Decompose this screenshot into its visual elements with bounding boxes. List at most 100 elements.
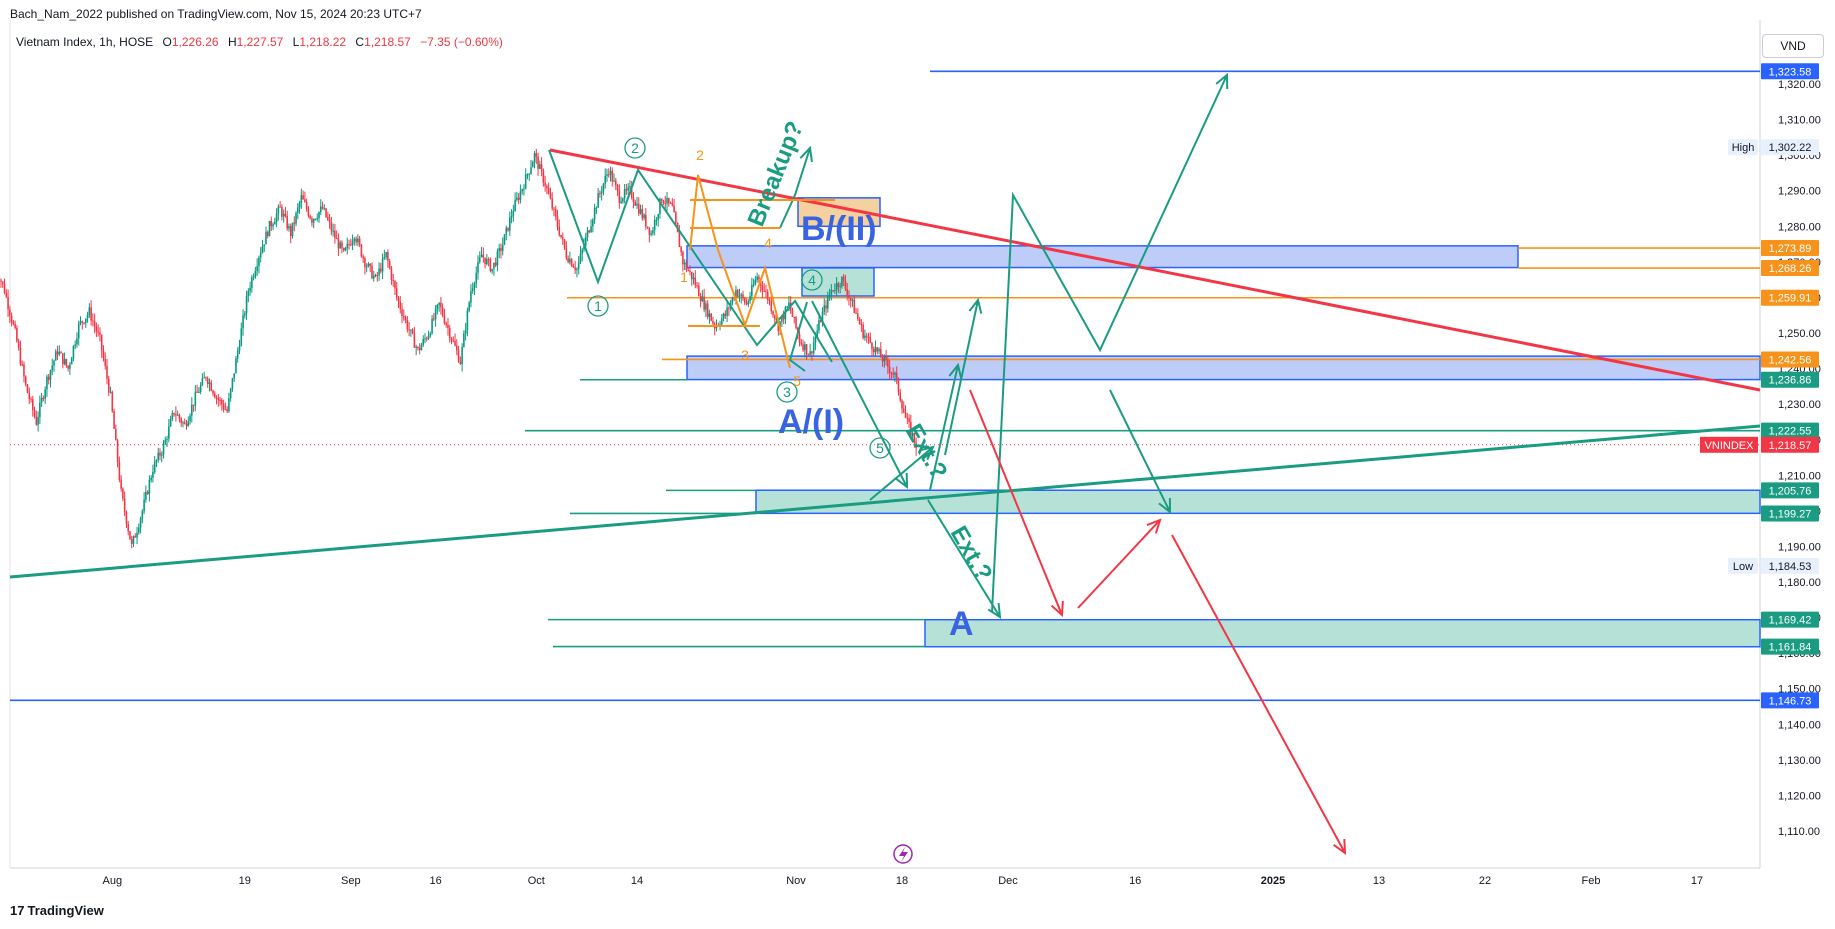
candle-body [0, 280, 2, 282]
candle-body [159, 452, 161, 456]
candle-body [7, 296, 9, 310]
y-tick-label: 1,110.00 [1778, 826, 1820, 838]
candle-body [834, 290, 836, 292]
candle-body [816, 330, 818, 337]
candle-body [194, 391, 197, 406]
candle-body [648, 227, 651, 235]
candle-body [115, 428, 117, 441]
currency-selector[interactable]: VND [1762, 34, 1824, 58]
tradingview-logo[interactable]: 17 TradingView [10, 903, 104, 918]
candle-body [668, 197, 670, 203]
candle-body [275, 213, 278, 222]
candle-body [141, 510, 144, 519]
close-value: 1,218.57 [364, 35, 411, 49]
x-tick-label: Aug [103, 875, 123, 887]
candle-body [738, 295, 741, 297]
candle-body [456, 345, 458, 351]
axis-label-bg [1761, 289, 1819, 306]
candle-body [289, 226, 292, 237]
candle-body [887, 359, 889, 367]
candle-body [314, 219, 317, 221]
candle-body [180, 418, 182, 423]
candle-body [623, 189, 626, 199]
low-value: 1,218.22 [299, 35, 347, 49]
candle-body [812, 342, 815, 354]
candle-body [404, 317, 407, 320]
candle-body [316, 218, 319, 220]
candle-body [811, 351, 813, 354]
projection-arrow-green-head [987, 602, 1002, 619]
candle-body [327, 216, 329, 220]
candle-body [574, 267, 576, 270]
candle-body [851, 299, 854, 301]
candle-body [182, 422, 184, 424]
candle-body [501, 244, 504, 251]
candle-body [415, 346, 417, 348]
wave-label-orange: 2 [696, 147, 704, 163]
axis-label: 1,236.86 [1769, 375, 1812, 387]
axis-label-bg [1761, 63, 1819, 80]
candle-body [860, 323, 863, 325]
candle-body [10, 315, 13, 323]
axis-label: 1,302.22 [1769, 142, 1812, 154]
candle-body [736, 290, 739, 297]
candle-body [358, 238, 361, 245]
candle-body [721, 318, 723, 325]
candle-body [266, 231, 269, 237]
candle-body [609, 170, 612, 175]
candle-body [484, 257, 486, 265]
candle-body [12, 322, 15, 325]
candle-body [899, 392, 902, 401]
candle-body [680, 247, 682, 253]
candle-body [653, 220, 656, 231]
candle-body [641, 209, 644, 219]
candle-body [673, 205, 675, 213]
wave-path-green [548, 149, 833, 363]
candle-body [894, 372, 896, 375]
candle-body [473, 283, 476, 289]
candle-body [698, 285, 700, 297]
candle-body [44, 389, 46, 399]
candle-body [413, 333, 416, 348]
candle-body [800, 342, 803, 345]
candle-body [394, 280, 396, 289]
candle-body [17, 341, 20, 348]
candle-body [643, 214, 645, 219]
candle-body [383, 257, 386, 259]
candle-body [429, 333, 432, 336]
candle-body [351, 240, 354, 245]
candle-body [791, 310, 794, 317]
candle-body [597, 193, 599, 208]
candle-body [775, 318, 778, 320]
candle-body [213, 393, 216, 398]
candle-body [334, 230, 336, 239]
candle-body [72, 345, 75, 359]
projection-arrow-green [929, 364, 959, 491]
wave-label-green: 1 [594, 298, 602, 314]
candle-body [65, 359, 68, 366]
candle-body [818, 320, 820, 331]
candle-body [378, 268, 380, 276]
axis-label-bg [1761, 557, 1819, 574]
candle-body [206, 378, 209, 384]
candle-body [675, 212, 677, 223]
candle-body [832, 290, 834, 292]
candle-body [496, 251, 499, 266]
candle-body [530, 167, 532, 174]
candle-body [288, 226, 290, 229]
candle-body [408, 329, 410, 331]
candle-body [830, 290, 833, 295]
candle-body [514, 199, 516, 212]
symbol-name[interactable]: Vietnam Index, 1h, HOSE [16, 35, 154, 49]
candle-body [372, 275, 375, 279]
candle-body [883, 356, 886, 362]
candle-body [726, 307, 728, 316]
projection-arrow-green [991, 74, 1228, 613]
candle-body [274, 221, 276, 225]
candle-body [388, 261, 391, 269]
candle-body [199, 384, 202, 392]
candle-body [660, 198, 663, 202]
candle-body [542, 170, 545, 183]
candle-body [708, 313, 711, 317]
